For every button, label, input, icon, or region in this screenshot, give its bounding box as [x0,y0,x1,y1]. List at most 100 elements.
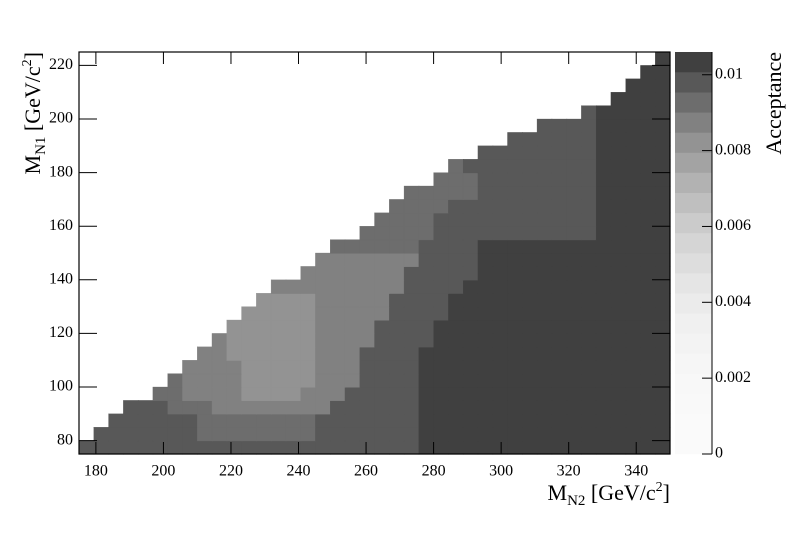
cell [655,440,671,455]
cell [492,386,509,401]
cell [152,400,169,415]
cell [595,333,612,348]
y-title-sub: N1 [33,137,49,155]
cell [536,333,553,348]
cell [462,333,479,348]
cell [522,266,538,281]
cell [211,373,228,388]
cell [374,427,390,442]
cell [448,373,464,388]
cell [285,333,302,348]
cell [655,400,671,415]
cell [359,293,376,308]
cell [433,306,449,321]
x-title-sub: N2 [567,493,585,509]
cell [359,319,376,334]
cell [566,172,582,187]
cell [418,185,435,200]
cell [536,159,553,174]
cell [448,252,464,267]
cell [137,413,154,428]
cell [152,386,169,401]
cell [389,413,405,428]
cell [433,226,449,241]
cell [285,360,302,375]
cell [403,333,420,348]
cell [359,440,376,455]
cell [492,172,509,187]
cell [655,427,671,442]
cell [655,105,671,120]
cell [566,239,582,254]
cell [300,400,316,415]
heatmap [78,51,671,455]
cell [330,427,346,442]
cell [625,145,641,160]
cell [655,279,671,294]
y-tick-label: 120 [49,324,73,341]
cell [344,440,361,455]
cell [344,252,361,267]
cell [640,145,656,160]
cell [477,386,494,401]
cell [270,319,287,334]
cell [270,293,287,308]
cell [566,226,582,241]
cell [640,185,656,200]
cell [492,279,509,294]
cell [462,199,479,214]
cell [389,440,405,455]
cell [300,266,316,281]
cell [581,427,597,442]
cell [418,293,435,308]
cell [448,306,464,321]
cell [581,333,597,348]
cell [625,226,641,241]
y-title-sup: 2 [20,59,35,66]
cell [241,373,257,388]
cell [640,118,656,133]
x-tick-label: 320 [557,463,581,480]
x-tick-label: 280 [422,463,446,480]
cell [433,239,449,254]
cell [226,400,243,415]
cell [536,400,553,415]
cell [374,266,390,281]
cell [433,252,449,267]
cell [344,266,361,281]
cell [182,386,198,401]
cell [374,239,390,254]
color-band [675,152,712,173]
cell [640,105,656,120]
cell [610,319,627,334]
cell [610,400,627,415]
cell [522,226,538,241]
cell [108,413,124,428]
cell [448,159,464,174]
cell [344,413,361,428]
cell [595,360,612,375]
cell [226,413,243,428]
cell [595,145,612,160]
cell [477,413,494,428]
cell [330,333,346,348]
cell [522,132,538,147]
cell [226,440,243,455]
cell [241,306,257,321]
cell [403,386,420,401]
cell [433,185,449,200]
cell [359,360,376,375]
cell [93,427,110,442]
cell [551,212,568,227]
cell [640,266,656,281]
cell [551,400,568,415]
cell [315,319,331,334]
cell [625,306,641,321]
cell [610,440,627,455]
cell [551,199,568,214]
cell [522,333,538,348]
x-tick-label: 180 [84,463,108,480]
cell [256,373,272,388]
cell [359,386,376,401]
